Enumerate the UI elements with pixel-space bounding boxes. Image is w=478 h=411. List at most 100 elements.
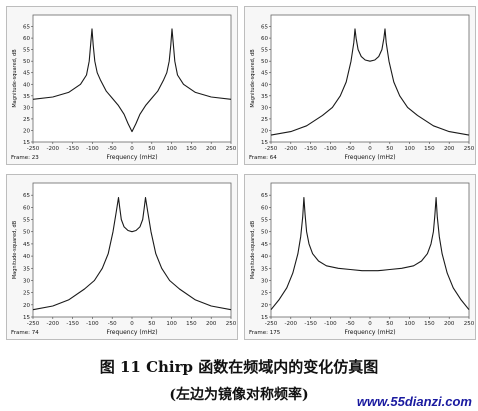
x-tick-label: 0 <box>130 146 134 152</box>
y-axis-label: Magnitude-squared, dB <box>250 49 256 108</box>
y-axis-label: Magnitude-squared, dB <box>12 220 18 279</box>
x-axis-label: Frequency (mHz) <box>106 329 157 336</box>
chart-panel-3: 15 20 25 30 35 40 45 50 55 60 65 -250 -200 -150 -100 -5… <box>6 174 238 340</box>
y-tick-label: 25 <box>23 291 30 297</box>
chart-svg-1: 15 20 25 30 35 40 45 50 55 60 65 -250 -200 -150 -100 -5… <box>11 14 237 161</box>
y-tick-label: 20 <box>23 128 30 134</box>
x-tick-label: 150 <box>186 321 197 327</box>
x-tick-label: -50 <box>346 146 355 152</box>
x-tick-label: 250 <box>226 321 237 327</box>
chart-svg-3: 15 20 25 30 35 40 45 50 55 60 65 -250 -200 -150 -100 -5… <box>11 182 237 336</box>
y-tick-label: 55 <box>261 218 268 224</box>
y-tick-label: 25 <box>261 117 268 123</box>
x-tick-label: 50 <box>386 321 393 327</box>
y-tick-label: 35 <box>261 94 268 100</box>
x-tick-label: -100 <box>86 146 99 152</box>
y-tick-label: 40 <box>261 82 268 88</box>
x-tick-label: 200 <box>206 146 217 152</box>
series-line <box>270 28 470 136</box>
x-axis-label: Frequency (mHz) <box>344 329 395 336</box>
x-tick-label: -150 <box>66 146 79 152</box>
x-tick-label: -250 <box>265 146 278 152</box>
y-tick-label: 15 <box>261 315 268 321</box>
y-tick-label: 60 <box>261 36 268 42</box>
x-tick-label: 0 <box>368 146 372 152</box>
y-tick-label: 30 <box>23 278 30 284</box>
y-tick-label: 45 <box>23 242 30 248</box>
y-tick-label: 30 <box>261 105 268 111</box>
frame-label: Frame: 64 <box>249 155 277 161</box>
y-tick-label: 35 <box>23 266 30 272</box>
y-tick-label: 60 <box>261 205 268 211</box>
chart-svg-4: 15 20 25 30 35 40 45 50 55 60 65 -250 -200 -150 -100 -5… <box>249 182 475 336</box>
x-tick-label: 200 <box>206 321 217 327</box>
x-tick-label: 100 <box>404 321 415 327</box>
y-axis-label: Magnitude-squared, dB <box>250 220 256 279</box>
y-tick-label: 35 <box>23 94 30 100</box>
chart-svg-2: 15 20 25 30 35 40 45 50 55 60 65 -250 -200 -150 -100 -5… <box>249 14 475 161</box>
y-tick-label: 30 <box>23 105 30 111</box>
y-tick-label: 25 <box>23 117 30 123</box>
chart-panel-1: 15 20 25 30 35 40 45 50 55 60 65 -250 -200 -150 -100 -5… <box>6 6 238 165</box>
x-tick-label: -200 <box>47 321 60 327</box>
figure-subcaption: (左边为镜像对称频率) <box>169 387 309 403</box>
y-tick-label: 60 <box>23 36 30 42</box>
y-tick-label: 55 <box>261 48 268 54</box>
plot-area <box>270 182 470 318</box>
x-tick-label: -200 <box>47 146 60 152</box>
y-tick-label: 50 <box>23 59 30 65</box>
x-tick-label: 150 <box>424 146 435 152</box>
y-tick-label: 40 <box>23 82 30 88</box>
y-tick-label: 20 <box>261 128 268 134</box>
frame-label: Frame: 74 <box>11 330 39 336</box>
x-tick-label: -50 <box>108 321 117 327</box>
x-axis-label: Frequency (mHz) <box>344 154 395 161</box>
y-axis-label: Magnitude-squared, dB <box>12 49 18 108</box>
y-tick-label: 55 <box>23 218 30 224</box>
y-tick-label: 50 <box>23 230 30 236</box>
x-tick-label: 100 <box>404 146 415 152</box>
y-tick-label: 45 <box>261 242 268 248</box>
y-tick-label: 40 <box>261 254 268 260</box>
y-tick-label: 50 <box>261 59 268 65</box>
y-tick-label: 45 <box>261 71 268 77</box>
chart-panel-4: 15 20 25 30 35 40 45 50 55 60 65 -250 -200 -150 -100 -5… <box>244 174 476 340</box>
series-line <box>32 197 232 311</box>
plot-area <box>270 14 470 143</box>
y-tick-label: 60 <box>23 205 30 211</box>
x-tick-label: 100 <box>166 321 177 327</box>
x-tick-label: 100 <box>166 146 177 152</box>
x-tick-label: -150 <box>304 321 317 327</box>
y-tick-label: 25 <box>261 291 268 297</box>
chart-panel-2: 15 20 25 30 35 40 45 50 55 60 65 -250 -200 -150 -100 -5… <box>244 6 476 165</box>
x-tick-label: 250 <box>464 321 475 327</box>
y-tick-label: 65 <box>261 25 268 31</box>
x-tick-label: -250 <box>27 146 40 152</box>
x-tick-label: -200 <box>285 321 298 327</box>
x-tick-label: 50 <box>386 146 393 152</box>
watermark: www.55dianzi.com <box>356 394 472 409</box>
x-tick-label: 250 <box>464 146 475 152</box>
x-tick-label: -150 <box>66 321 79 327</box>
y-tick-label: 65 <box>23 193 30 199</box>
y-tick-label: 15 <box>23 315 30 321</box>
y-tick-label: 20 <box>261 303 268 309</box>
x-tick-label: -50 <box>346 321 355 327</box>
y-tick-label: 45 <box>23 71 30 77</box>
y-tick-label: 30 <box>261 278 268 284</box>
x-axis-label: Frequency (mHz) <box>106 154 157 161</box>
frame-label: Frame: 175 <box>249 330 281 336</box>
x-tick-label: -250 <box>265 321 278 327</box>
figure-caption: 图 11 Chirp 函数在频域内的变化仿真图 <box>99 358 379 376</box>
x-tick-label: 150 <box>424 321 435 327</box>
x-tick-label: -100 <box>324 146 337 152</box>
x-tick-label: -200 <box>285 146 298 152</box>
x-tick-label: 200 <box>444 146 455 152</box>
x-tick-label: 150 <box>186 146 197 152</box>
x-tick-label: 250 <box>226 146 237 152</box>
x-tick-label: 50 <box>148 146 155 152</box>
y-tick-label: 40 <box>23 254 30 260</box>
series-line <box>32 28 232 133</box>
x-tick-label: 50 <box>148 321 155 327</box>
y-tick-label: 15 <box>23 140 30 146</box>
